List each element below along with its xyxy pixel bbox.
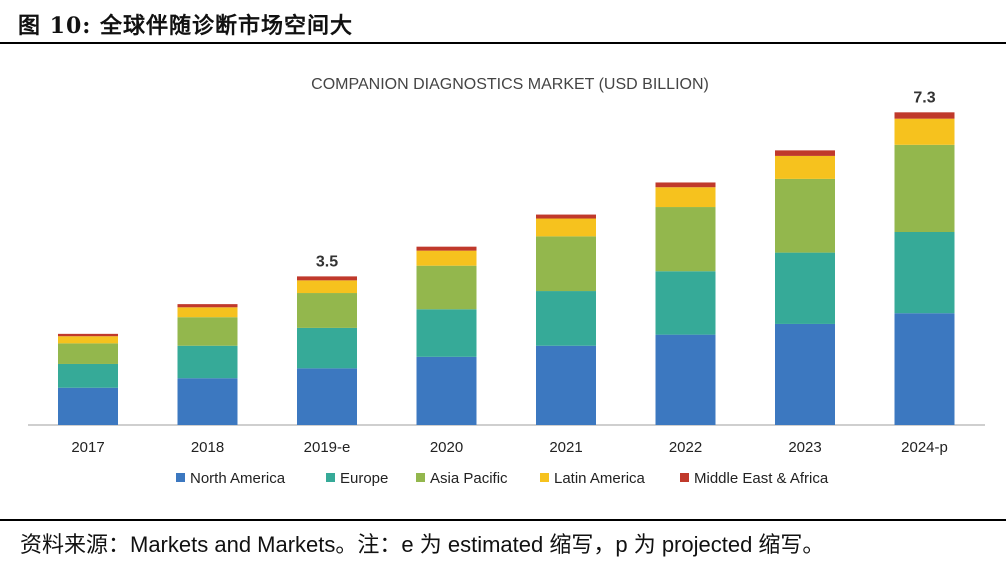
- bar-2021-latin-america: [536, 218, 596, 237]
- top-rule: [0, 42, 1006, 44]
- x-tick-2021: 2021: [549, 439, 582, 456]
- bar-2019-e-latin-america: [297, 280, 357, 294]
- bar-2018-latin-america: [177, 307, 238, 318]
- bar-2017-asia-pacific: [58, 343, 118, 364]
- bar-2023-north-america: [775, 323, 835, 425]
- legend-swatch-middle-east-africa: [680, 473, 689, 482]
- x-tick-2019-e: 2019-e: [304, 439, 351, 456]
- data-label-2019-e: 3.5: [316, 253, 338, 270]
- x-tick-2017: 2017: [71, 439, 104, 456]
- bar-2021-asia-pacific: [536, 236, 596, 292]
- legend-label-north-america: North America: [190, 470, 286, 487]
- bar-2021-middle-east-africa: [536, 214, 596, 219]
- bar-2021-north-america: [536, 345, 596, 425]
- source-note: 资料来源：Markets and Markets。注：e 为 estimated…: [20, 532, 825, 557]
- legend-label-asia-pacific: Asia Pacific: [430, 470, 508, 487]
- bar-2022-asia-pacific: [655, 207, 716, 272]
- legend-label-middle-east-africa: Middle East & Africa: [694, 470, 829, 487]
- bar-2017-latin-america: [58, 336, 118, 344]
- bar-2017-europe: [58, 363, 118, 388]
- bar-2022-latin-america: [655, 187, 716, 208]
- bar-2017-north-america: [58, 387, 118, 425]
- legend-swatch-latin-america: [540, 473, 549, 482]
- bar-2024-p-middle-east-africa: [894, 112, 955, 119]
- bar-2023-asia-pacific: [775, 178, 835, 253]
- bar-2024-p-north-america: [894, 313, 955, 425]
- figure-title: 图 10: 全球伴随诊断市场空间大: [18, 13, 354, 39]
- bar-2018-europe: [177, 345, 238, 379]
- bar-2020-latin-america: [416, 250, 477, 266]
- x-tick-2022: 2022: [669, 439, 702, 456]
- bar-2020-north-america: [416, 356, 477, 425]
- bottom-rule: [0, 519, 1006, 521]
- bars-group: [58, 112, 955, 425]
- bar-2021-europe: [536, 291, 596, 346]
- bar-2017-middle-east-africa: [58, 333, 118, 337]
- x-tick-2024-p: 2024-p: [901, 439, 948, 456]
- bar-2018-north-america: [177, 378, 238, 425]
- bar-2019-e-europe: [297, 327, 357, 369]
- bar-2020-asia-pacific: [416, 265, 477, 310]
- legend-swatch-europe: [326, 473, 335, 482]
- bar-2023-middle-east-africa: [775, 150, 835, 156]
- bar-2024-p-asia-pacific: [894, 144, 955, 233]
- legend-swatch-asia-pacific: [416, 473, 425, 482]
- legend: North America Europe Asia Pacific Latin Ame…: [176, 470, 829, 487]
- bar-2022-europe: [655, 271, 716, 335]
- chart-title: COMPANION DIAGNOSTICS MARKET (USD BILLIO…: [311, 76, 709, 93]
- x-tick-labels: 2017 2018 2019-e 2020 2021 2022 2023 2024-p: [71, 439, 948, 456]
- bar-2018-middle-east-africa: [177, 304, 238, 308]
- bar-2019-e-asia-pacific: [297, 293, 357, 328]
- legend-label-europe: Europe: [340, 470, 388, 487]
- bar-2022-middle-east-africa: [655, 182, 716, 188]
- x-tick-2023: 2023: [788, 439, 821, 456]
- bar-2023-latin-america: [775, 155, 835, 179]
- bar-2024-p-latin-america: [894, 118, 955, 145]
- bar-2019-e-north-america: [297, 368, 357, 425]
- legend-swatch-north-america: [176, 473, 185, 482]
- bar-2022-north-america: [655, 334, 716, 425]
- legend-label-latin-america: Latin America: [554, 470, 646, 487]
- bar-2024-p-europe: [894, 232, 955, 314]
- data-label-2024-p: 7.3: [913, 89, 935, 106]
- chart: COMPANION DIAGNOSTICS MARKET (USD BILLIO…: [28, 76, 985, 487]
- bar-2020-europe: [416, 309, 477, 357]
- bar-2018-asia-pacific: [177, 317, 238, 346]
- x-tick-2018: 2018: [191, 439, 224, 456]
- bar-2020-middle-east-africa: [416, 246, 477, 251]
- data-labels: 3.5 7.3: [316, 89, 936, 270]
- x-tick-2020: 2020: [430, 439, 463, 456]
- bar-2019-e-middle-east-africa: [297, 276, 357, 281]
- bar-2023-europe: [775, 252, 835, 324]
